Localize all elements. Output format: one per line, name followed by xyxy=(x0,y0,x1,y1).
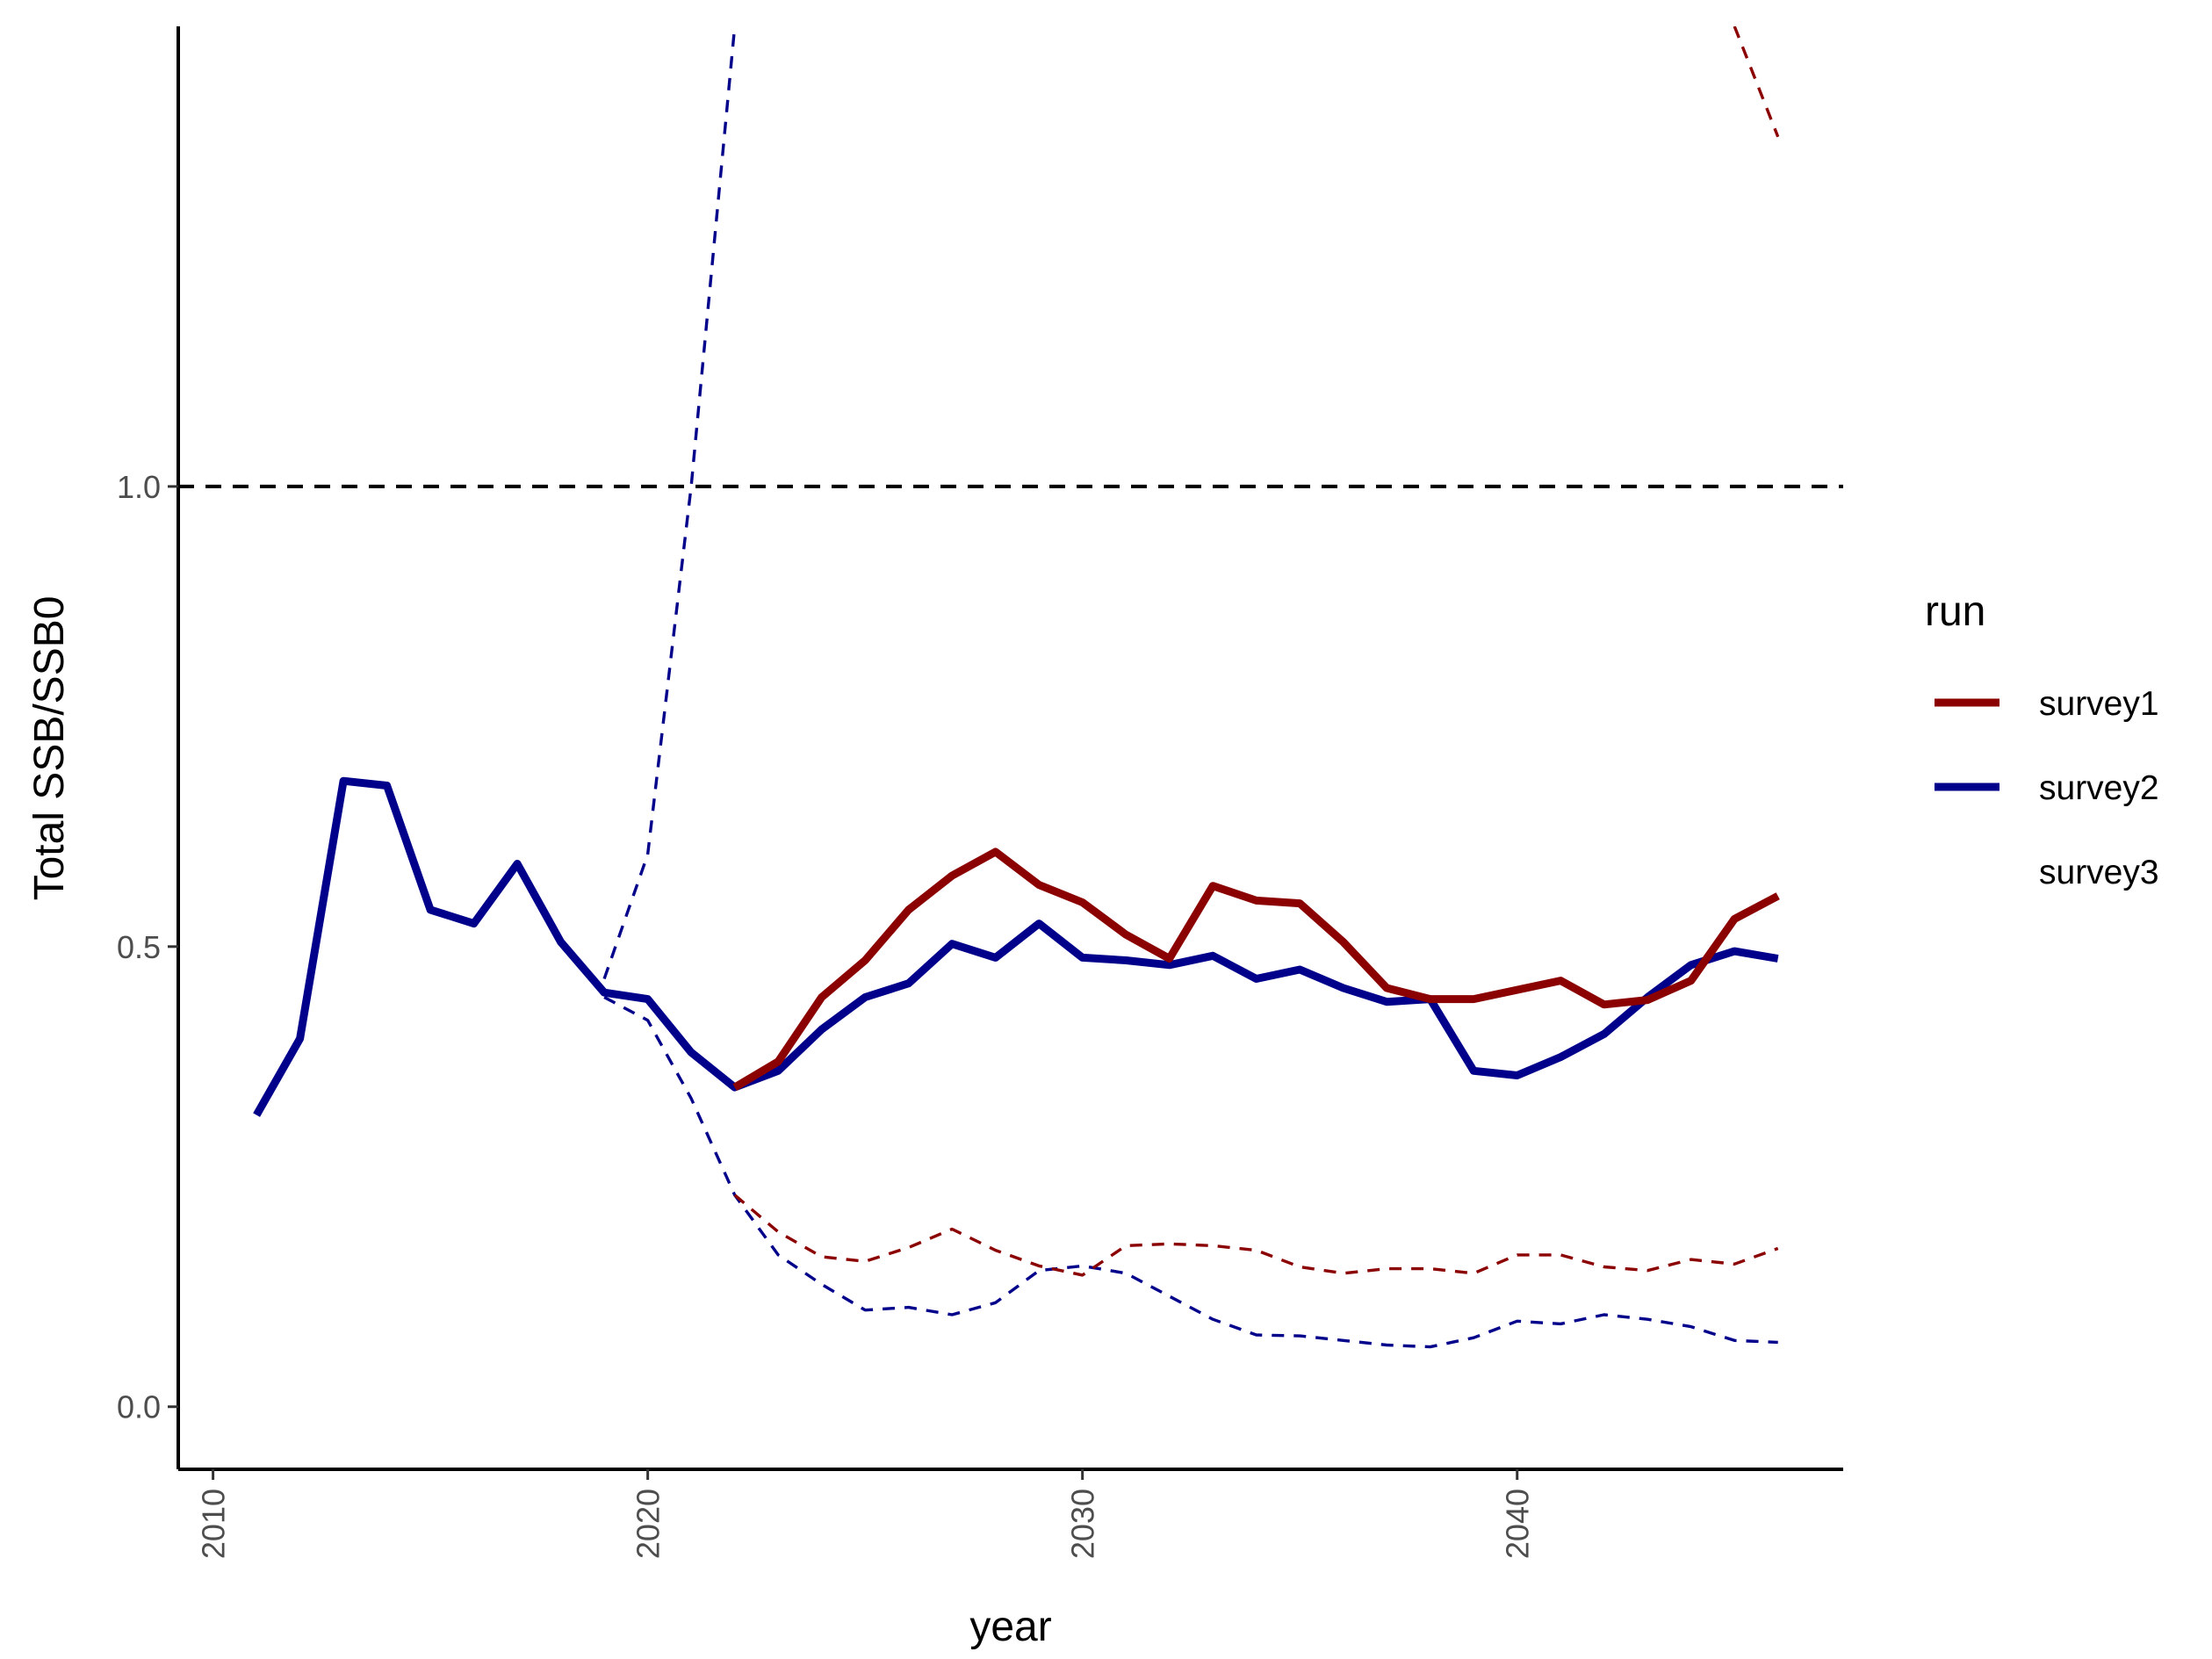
x-tick-label: 2020 xyxy=(630,1489,666,1559)
y-tick-label: 0.0 xyxy=(117,1389,161,1425)
y-tick-label: 1.0 xyxy=(117,469,161,505)
x-tick-label: 2040 xyxy=(1500,1489,1536,1559)
legend-title: run xyxy=(1925,588,1985,635)
series-layer xyxy=(253,26,1780,1349)
x-tick-label: 2030 xyxy=(1065,1489,1101,1559)
series-line-survey1 xyxy=(732,848,1780,1091)
series-line-survey2-upper xyxy=(602,26,737,980)
legend-label-survey1: survey1 xyxy=(2039,685,2159,723)
y-axis-title: Total SSB/SSB0 xyxy=(26,596,73,901)
legend-label-survey2: survey2 xyxy=(2039,769,2159,807)
legend-label-survey3: survey3 xyxy=(2039,854,2159,891)
series-line-survey2-lower xyxy=(603,995,1778,1349)
y-tick-label: 0.5 xyxy=(117,929,161,965)
legend: run survey1 survey2 survey3 xyxy=(1925,588,2159,891)
series-line-survey1-lower xyxy=(733,1194,1779,1277)
x-tick-label: 2010 xyxy=(196,1489,232,1559)
x-axis-title: year xyxy=(969,1604,1051,1650)
y-axis-ticks: 0.0 0.5 1.0 xyxy=(117,469,178,1425)
series-line-survey1-upper xyxy=(1733,26,1780,138)
x-axis-ticks: 2010 2020 2030 2040 xyxy=(196,1469,1536,1559)
series-line-survey2 xyxy=(253,776,1779,1117)
